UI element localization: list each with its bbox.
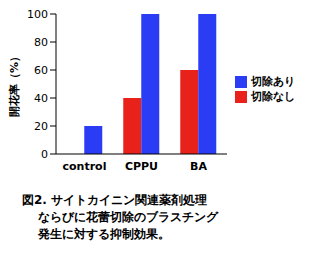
- svg-text:CPPU: CPPU: [125, 160, 158, 173]
- svg-text:80: 80: [34, 36, 48, 49]
- svg-text:control: control: [63, 160, 107, 173]
- svg-text:100: 100: [27, 8, 48, 21]
- html-text:ならびに花蕾切除のブラスチング: ならびに花蕾切除のブラスチング: [38, 210, 218, 224]
- svg-text:20: 20: [34, 120, 48, 133]
- html-text:切除あり: 切除あり: [251, 75, 295, 88]
- svg-text:開花率（%）: 開花率（%）: [8, 51, 21, 117]
- svg-text:40: 40: [34, 92, 48, 105]
- html-text:発生に対する抑制効果。: 発生に対する抑制効果。: [38, 227, 170, 241]
- svg-text:BA: BA: [190, 160, 207, 173]
- svg-text:60: 60: [34, 64, 48, 77]
- svg-text:0: 0: [41, 148, 48, 161]
- html-text:切除なし: 切除なし: [251, 90, 295, 103]
- html-text:図2. サイトカイニン関連薬剤処理: 図2. サイトカイニン関連薬剤処理: [22, 193, 208, 207]
